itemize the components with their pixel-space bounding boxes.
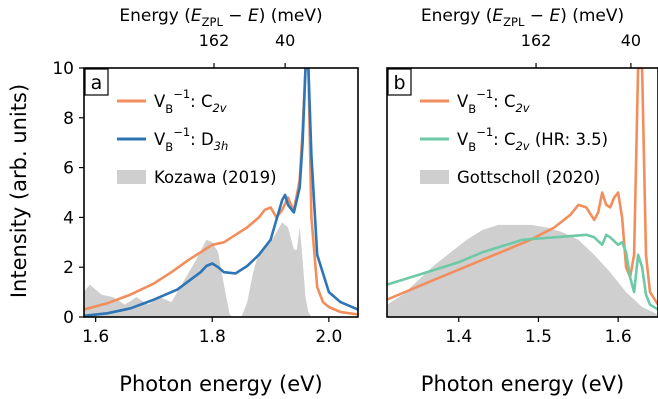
legend-label: VB−1: C2v	[154, 87, 227, 116]
x-tick-label: 1.8	[199, 327, 226, 347]
top-tick-label: 40	[621, 31, 641, 50]
y-tick-label: 4	[63, 208, 74, 228]
y-tick-label: 8	[63, 109, 74, 129]
series-area-a-0	[84, 222, 318, 317]
legend-label: VB−1: C2v	[457, 87, 530, 116]
panel-letter: b	[393, 72, 405, 94]
axes-frame-b	[386, 67, 658, 318]
legend-label: Gottscholl (2020)	[457, 168, 600, 187]
panel-letter-box	[84, 68, 109, 96]
legend-label: Kozawa (2019)	[154, 168, 277, 187]
x-tick-label: 1.5	[525, 327, 552, 347]
panel-b: 1.4 1.5 1.6 162 40 Energy (EZPL − E) (meV) Pho…	[386, 6, 658, 396]
x-tick-label: 1.6	[82, 327, 109, 347]
top-tick-label: 162	[521, 31, 552, 50]
series-line-b-0	[387, 68, 658, 306]
y-tick-label: 6	[63, 159, 74, 179]
x-tick-label: 2.0	[315, 327, 342, 347]
legend-swatch-area	[420, 170, 449, 184]
axes-frame-a	[83, 67, 359, 318]
top-axis-label: Energy (EZPL − E) (meV)	[421, 6, 624, 29]
top-tick-label: 40	[275, 31, 295, 50]
series-area-b-0	[387, 224, 658, 317]
legend-swatch-area	[117, 170, 146, 184]
panel-letter-box	[387, 68, 412, 96]
x-axis-label: Photon energy (eV)	[119, 372, 322, 396]
y-tick-label: 2	[63, 258, 74, 278]
y-tick-label: 0	[63, 308, 74, 328]
top-axis-label: Energy (EZPL − E) (meV)	[119, 6, 322, 29]
series-line-a-1	[84, 68, 358, 317]
legend-label: VB−1: C2v (HR: 3.5)	[457, 125, 608, 154]
legend-label: VB−1: D3h	[154, 125, 228, 154]
top-tick-label: 162	[199, 31, 230, 50]
series-line-b-1	[387, 233, 658, 311]
y-tick-label: 10	[52, 59, 74, 79]
x-tick-label: 1.4	[445, 327, 472, 347]
x-tick-label: 1.6	[605, 327, 632, 347]
plot-area-a	[84, 68, 358, 317]
panel-letter: a	[91, 72, 103, 94]
x-axis-label: Photon energy (eV)	[421, 372, 624, 396]
plot-area-b	[387, 68, 658, 317]
y-axis-label: Intensity (arb. units)	[7, 84, 31, 298]
panel-a: 1.6 1.8 2.0 0 2 4 6 8 10 162 40 Energy (EZPL − E) (…	[52, 6, 359, 396]
